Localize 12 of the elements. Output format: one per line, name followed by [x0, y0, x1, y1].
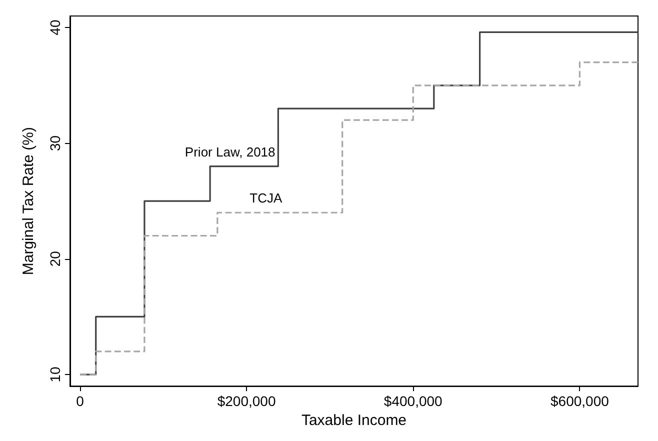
x-tick-label: $600,000	[550, 393, 610, 410]
x-tick-label: $400,000	[384, 393, 443, 410]
y-tick-label: 40	[47, 20, 63, 36]
y-tick-label: 10	[47, 366, 63, 382]
series-label: TCJA	[250, 190, 282, 206]
y-tick-label: 30	[47, 135, 63, 152]
x-tick-label: $200,000	[217, 393, 276, 410]
y-tick-label: 20	[47, 250, 63, 267]
x-tick-label: 0	[76, 393, 84, 410]
series-label: Prior Law, 2018	[184, 144, 276, 160]
x-axis-title: Taxable Income	[301, 412, 407, 429]
y-axis-title: Marginal Tax Rate (%)	[20, 126, 37, 276]
